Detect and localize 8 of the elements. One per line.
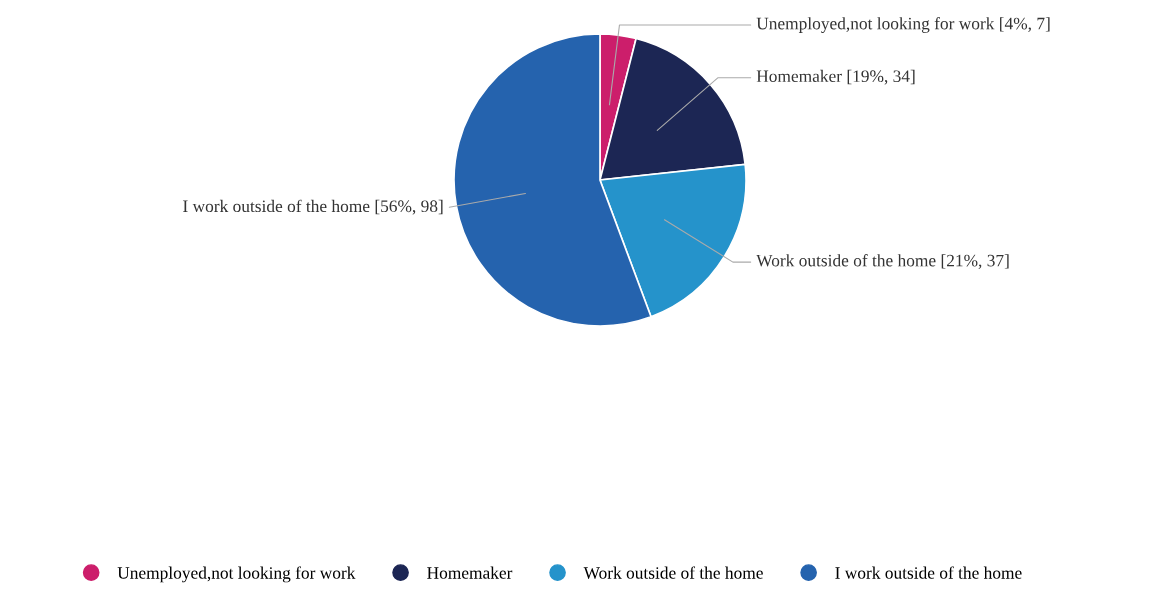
legend-label: Work outside of the home <box>583 566 763 579</box>
legend-label: Homemaker <box>427 566 513 579</box>
category-label: Work outside of the home [21%, 37] <box>756 254 1009 269</box>
legend-label: Unemployed,not looking for work <box>117 566 356 583</box>
category-label: Homemaker [19%, 34] <box>756 69 915 85</box>
category-label: I work outside of the home [56%, 98] <box>183 199 443 215</box>
category-label: Unemployed,not looking for work [4%, 7] <box>756 17 1050 33</box>
legend-label: I work outside of the home <box>835 566 1022 579</box>
